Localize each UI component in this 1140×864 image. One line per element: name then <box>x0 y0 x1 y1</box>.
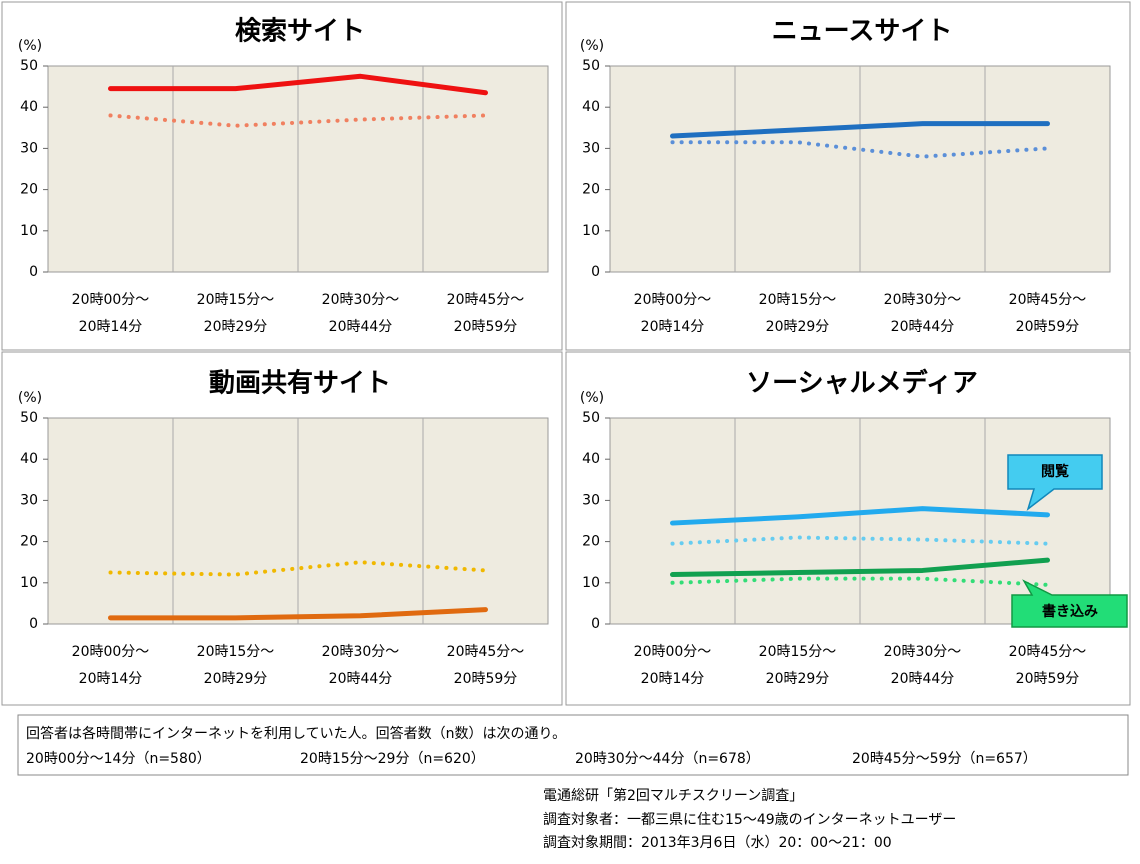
y-tick-label: 10 <box>582 223 600 239</box>
y-tick-label: 40 <box>20 451 38 467</box>
chart-title: ソーシャルメディア <box>746 368 978 399</box>
line <box>108 73 488 96</box>
x-tick-label: 20時15分〜 <box>197 292 275 308</box>
x-tick-label: 20時29分 <box>766 671 830 687</box>
x-tick-label: 20時30分〜 <box>884 292 962 308</box>
callout <box>1007 454 1103 512</box>
line <box>670 557 1050 578</box>
note-count: 20時30分〜44分（n=678） <box>575 751 760 767</box>
x-tick-label: 20時45分〜 <box>1009 644 1087 660</box>
chart-title: 検索サイト <box>235 17 365 47</box>
y-tick-label: 30 <box>582 140 600 156</box>
x-tick-label: 20時29分 <box>204 671 268 687</box>
y-tick-label: 0 <box>29 264 38 280</box>
y-tick-label: 0 <box>591 616 600 632</box>
x-tick-label: 20時15分〜 <box>197 644 275 660</box>
y-tick-label: 50 <box>582 410 600 426</box>
line <box>108 607 488 621</box>
x-tick-label: 20時59分 <box>1016 319 1080 335</box>
y-tick-label: 10 <box>582 575 600 591</box>
y-tick-label: 40 <box>582 99 600 115</box>
x-tick-label: 20時45分〜 <box>447 292 525 308</box>
y-tick-label: 30 <box>582 492 600 508</box>
note-text: 回答者は各時間帯にインターネットを利用していた人。回答者数（n数）は次の通り。 <box>26 725 566 742</box>
note-count: 20時15分〜29分（n=620） <box>300 751 485 767</box>
x-tick-label: 20時14分 <box>79 319 143 335</box>
x-tick-label: 20時15分〜 <box>759 292 837 308</box>
dotted-line <box>108 560 488 577</box>
note-count: 20時45分〜59分（n=657） <box>852 751 1037 767</box>
y-tick-label: 20 <box>582 534 600 550</box>
y-tick-label: 40 <box>20 99 38 115</box>
x-tick-label: 20時29分 <box>204 319 268 335</box>
x-tick-label: 20時44分 <box>329 319 393 335</box>
y-axis-label: (%) <box>18 390 42 406</box>
y-tick-label: 20 <box>20 182 38 198</box>
x-tick-label: 20時14分 <box>641 671 705 687</box>
dotted-line <box>108 113 488 128</box>
x-tick-label: 20時00分〜 <box>634 644 712 660</box>
x-tick-label: 20時30分〜 <box>322 644 400 660</box>
x-tick-label: 20時59分 <box>454 319 518 335</box>
y-tick-label: 0 <box>29 616 38 632</box>
line <box>670 506 1050 526</box>
chart-title: ニュースサイト <box>772 17 953 47</box>
x-tick-label: 20時44分 <box>891 319 955 335</box>
x-tick-label: 20時45分〜 <box>447 644 525 660</box>
y-axis-label: (%) <box>18 38 42 54</box>
note-count: 20時00分〜14分（n=580） <box>26 751 211 767</box>
x-tick-label: 20時44分 <box>891 671 955 687</box>
x-tick-label: 20時45分〜 <box>1009 292 1087 308</box>
y-axis-label: (%) <box>580 38 604 54</box>
dotted-line <box>670 535 1050 546</box>
y-tick-label: 50 <box>20 410 38 426</box>
x-tick-label: 20時14分 <box>641 319 705 335</box>
y-tick-label: 30 <box>20 492 38 508</box>
x-tick-label: 20時30分〜 <box>884 644 962 660</box>
x-tick-label: 20時44分 <box>329 671 393 687</box>
y-tick-label: 10 <box>20 575 38 591</box>
y-tick-label: 50 <box>20 58 38 74</box>
x-tick-label: 20時00分〜 <box>72 644 150 660</box>
y-tick-label: 20 <box>20 534 38 550</box>
note-box <box>17 714 1129 776</box>
x-tick-label: 20時29分 <box>766 319 830 335</box>
source: 電通総研「第2回マルチスクリーン調査」 <box>543 787 803 804</box>
x-tick-label: 20時00分〜 <box>634 292 712 308</box>
y-axis-label: (%) <box>580 390 604 406</box>
y-tick-label: 50 <box>582 58 600 74</box>
x-tick-label: 20時00分〜 <box>72 292 150 308</box>
x-tick-label: 20時14分 <box>79 671 143 687</box>
callout <box>1011 579 1128 628</box>
x-tick-label: 20時59分 <box>1016 671 1080 687</box>
chart-title: 動画共有サイト <box>209 369 391 399</box>
callout-text: 書き込み <box>1042 603 1098 620</box>
y-tick-label: 30 <box>20 140 38 156</box>
x-tick-label: 20時59分 <box>454 671 518 687</box>
line <box>670 121 1050 139</box>
y-tick-label: 40 <box>582 451 600 467</box>
dotted-line <box>670 140 1050 159</box>
source: 調査対象者：一都三県に住む15〜49歳のインターネットユーザー <box>543 812 956 828</box>
y-tick-label: 20 <box>582 182 600 198</box>
source: 調査対象期間：2013年3月6日（水）20：00〜21：00 <box>543 835 892 851</box>
y-tick-label: 0 <box>591 264 600 280</box>
y-tick-label: 10 <box>20 223 38 239</box>
callout-text: 閲覧 <box>1041 463 1069 480</box>
x-tick-label: 20時15分〜 <box>759 644 837 660</box>
x-tick-label: 20時30分〜 <box>322 292 400 308</box>
dotted-line <box>670 576 1050 587</box>
